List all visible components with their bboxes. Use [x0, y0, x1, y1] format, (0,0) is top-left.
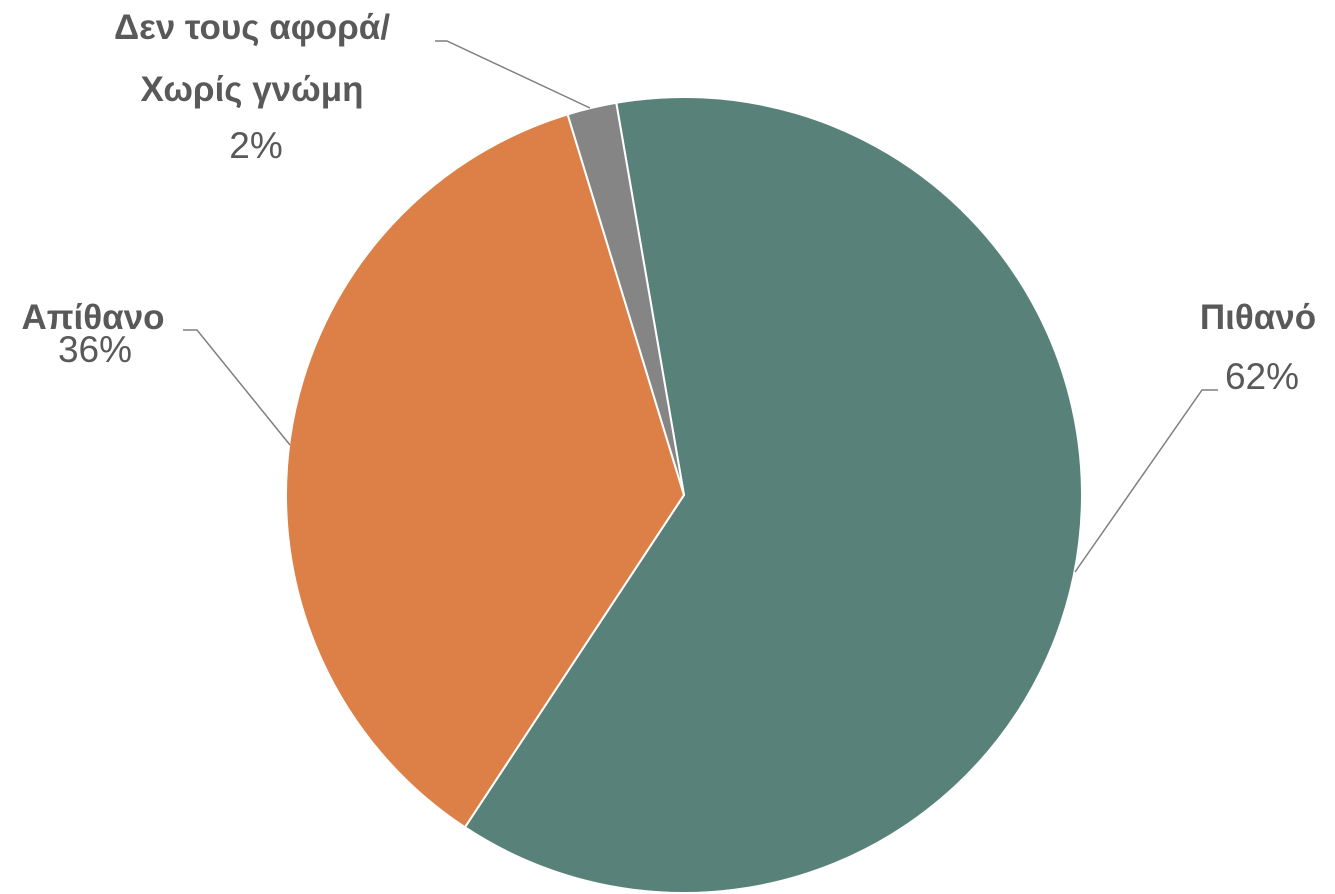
- leader-line: [1074, 389, 1218, 573]
- value-label: 36%: [57, 329, 133, 370]
- pie-slice: [566, 101, 685, 496]
- pie-slice: [285, 113, 686, 829]
- slice-label: Απίθανο: [21, 298, 165, 337]
- pie-slice: [463, 96, 1084, 894]
- leader-line: [435, 40, 591, 109]
- slice-label: Πιθανό: [1199, 298, 1317, 337]
- value-label: 2%: [229, 125, 283, 166]
- slice-label: Δεν τους αφορά/ Χωρίς γνώμη: [113, 8, 391, 109]
- leader-line: [183, 329, 291, 446]
- value-label: 62%: [1224, 356, 1300, 397]
